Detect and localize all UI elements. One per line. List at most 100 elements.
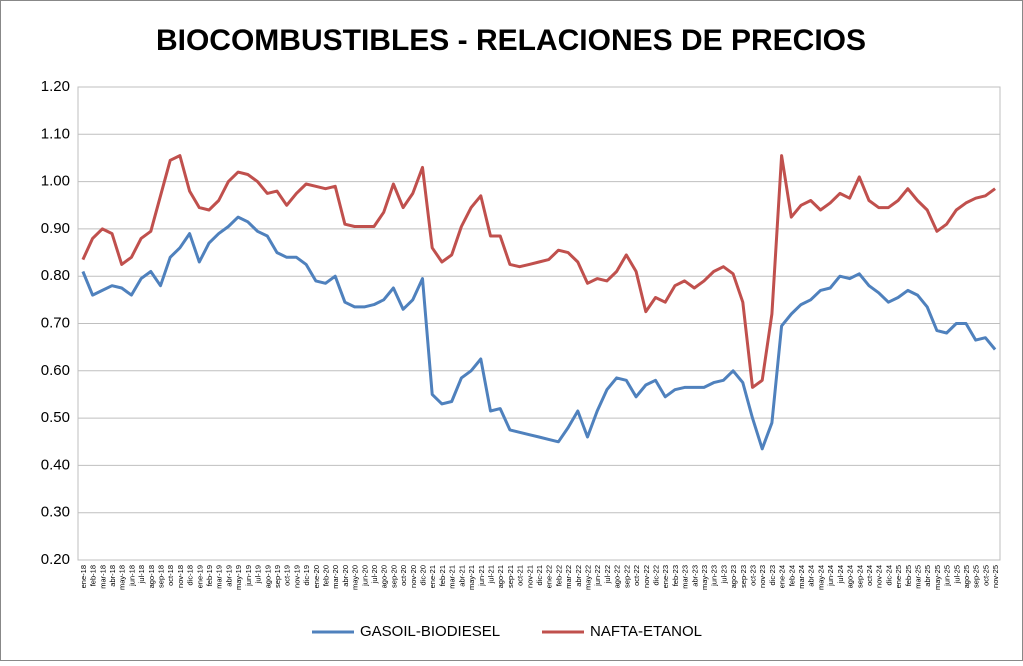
x-tick-label: mar-20 bbox=[331, 565, 340, 589]
x-tick-label: mar-23 bbox=[681, 565, 690, 589]
x-tick-label: nov-24 bbox=[875, 565, 884, 588]
x-tick-label: abr-23 bbox=[690, 565, 699, 587]
x-tick-label: sep-24 bbox=[855, 565, 864, 588]
y-tick-label: 0.40 bbox=[41, 456, 70, 473]
x-tick-label: ago-22 bbox=[613, 565, 622, 588]
y-tick-label: 1.00 bbox=[41, 173, 70, 190]
x-tick-label: oct-23 bbox=[749, 565, 758, 586]
x-tick-label: ene-20 bbox=[312, 565, 321, 588]
x-tick-label: abr-25 bbox=[923, 565, 932, 587]
y-tick-label: 0.50 bbox=[41, 409, 70, 426]
legend-label: NAFTA-ETANOL bbox=[590, 623, 702, 640]
x-tick-label: nov-20 bbox=[409, 565, 418, 588]
x-tick-label: jul-25 bbox=[952, 565, 961, 584]
x-tick-label: dic-20 bbox=[419, 565, 428, 585]
x-tick-label: mar-18 bbox=[98, 565, 107, 589]
x-tick-label: may-20 bbox=[351, 565, 360, 590]
x-tick-label: may-21 bbox=[467, 565, 476, 590]
x-tick-label: mar-21 bbox=[448, 565, 457, 589]
x-tick-label: may-24 bbox=[816, 565, 825, 590]
x-tick-label: jul-18 bbox=[137, 565, 146, 584]
x-tick-label: feb-24 bbox=[787, 565, 796, 586]
x-tick-label: nov-18 bbox=[176, 565, 185, 588]
x-tick-label: jul-22 bbox=[603, 565, 612, 584]
x-tick-label: jul-24 bbox=[836, 565, 845, 584]
x-tick-label: dic-23 bbox=[768, 565, 777, 585]
x-tick-label: nov-21 bbox=[525, 565, 534, 588]
x-tick-label: sep-21 bbox=[506, 565, 515, 588]
x-tick-label: ago-18 bbox=[147, 565, 156, 588]
x-tick-label: ene-21 bbox=[428, 565, 437, 588]
x-tick-label: ene-23 bbox=[661, 565, 670, 588]
x-tick-label: nov-19 bbox=[292, 565, 301, 588]
x-tick-label: oct-19 bbox=[283, 565, 292, 586]
x-tick-label: dic-19 bbox=[302, 565, 311, 585]
x-tick-label: ago-24 bbox=[846, 565, 855, 588]
x-tick-label: oct-18 bbox=[166, 565, 175, 586]
x-tick-label: abr-21 bbox=[457, 565, 466, 587]
x-tick-label: may-23 bbox=[700, 565, 709, 590]
x-tick-label: ene-18 bbox=[79, 565, 88, 588]
x-tick-label: nov-25 bbox=[991, 565, 1000, 588]
x-tick-label: ago-23 bbox=[729, 565, 738, 588]
y-tick-label: 0.70 bbox=[41, 314, 70, 331]
series-line bbox=[81, 215, 997, 451]
x-tick-label: jul-19 bbox=[254, 565, 263, 584]
x-tick-label: dic-24 bbox=[884, 565, 893, 585]
x-tick-label: may-18 bbox=[118, 565, 127, 590]
x-tick-label: oct-25 bbox=[981, 565, 990, 586]
x-tick-label: ene-22 bbox=[545, 565, 554, 588]
x-tick-label: mar-25 bbox=[914, 565, 923, 589]
x-tick-label: sep-19 bbox=[273, 565, 282, 588]
x-tick-label: mar-19 bbox=[215, 565, 224, 589]
x-tick-label: jun-23 bbox=[710, 565, 719, 587]
x-tick-label: oct-21 bbox=[516, 565, 525, 586]
x-tick-label: nov-23 bbox=[758, 565, 767, 588]
x-tick-label: ene-24 bbox=[778, 565, 787, 588]
x-tick-label: mar-22 bbox=[564, 565, 573, 589]
y-tick-label: 0.20 bbox=[41, 551, 70, 568]
y-tick-label: 1.10 bbox=[41, 125, 70, 142]
x-tick-label: jun-25 bbox=[943, 565, 952, 587]
x-tick-label: may-22 bbox=[584, 565, 593, 590]
x-tick-label: feb-21 bbox=[438, 565, 447, 586]
x-tick-label: ene-25 bbox=[894, 565, 903, 588]
x-tick-label: abr-19 bbox=[224, 565, 233, 587]
x-tick-label: jul-23 bbox=[719, 565, 728, 584]
x-tick-label: oct-24 bbox=[865, 565, 874, 586]
x-tick-label: sep-20 bbox=[389, 565, 398, 588]
x-tick-label: feb-25 bbox=[904, 565, 913, 586]
x-tick-label: abr-22 bbox=[574, 565, 583, 587]
x-tick-label: sep-25 bbox=[972, 565, 981, 588]
x-tick-label: oct-22 bbox=[632, 565, 641, 586]
x-tick-label: ene-19 bbox=[195, 565, 204, 588]
y-tick-label: 0.30 bbox=[41, 504, 70, 521]
series-line bbox=[81, 154, 996, 389]
x-tick-label: feb-22 bbox=[554, 565, 563, 586]
x-tick-label: sep-22 bbox=[622, 565, 631, 588]
x-tick-label: feb-23 bbox=[671, 565, 680, 586]
x-tick-label: feb-19 bbox=[205, 565, 214, 586]
x-tick-label: ago-21 bbox=[496, 565, 505, 588]
x-tick-label: abr-24 bbox=[807, 565, 816, 587]
y-tick-label: 0.60 bbox=[41, 362, 70, 379]
x-tick-label: mar-24 bbox=[797, 565, 806, 589]
x-tick-label: feb-18 bbox=[89, 565, 98, 586]
y-tick-label: 0.80 bbox=[41, 267, 70, 284]
x-tick-label: abr-20 bbox=[341, 565, 350, 587]
chart-title: BIOCOMBUSTIBLES - RELACIONES DE PRECIOS bbox=[156, 24, 866, 57]
x-tick-label: jun-22 bbox=[593, 565, 602, 587]
y-tick-label: 1.20 bbox=[41, 78, 70, 95]
x-tick-label: jul-21 bbox=[486, 565, 495, 584]
plot-frame bbox=[77, 86, 1001, 561]
x-tick-label: ago-20 bbox=[380, 565, 389, 588]
x-tick-label: sep-23 bbox=[739, 565, 748, 588]
x-tick-label: jun-20 bbox=[360, 565, 369, 587]
x-tick-label: dic-22 bbox=[651, 565, 660, 585]
x-tick-label: may-19 bbox=[234, 565, 243, 590]
x-tick-label: abr-18 bbox=[108, 565, 117, 587]
x-tick-label: may-25 bbox=[933, 565, 942, 590]
x-tick-label: jun-18 bbox=[127, 565, 136, 587]
x-tick-label: jun-21 bbox=[477, 565, 486, 587]
